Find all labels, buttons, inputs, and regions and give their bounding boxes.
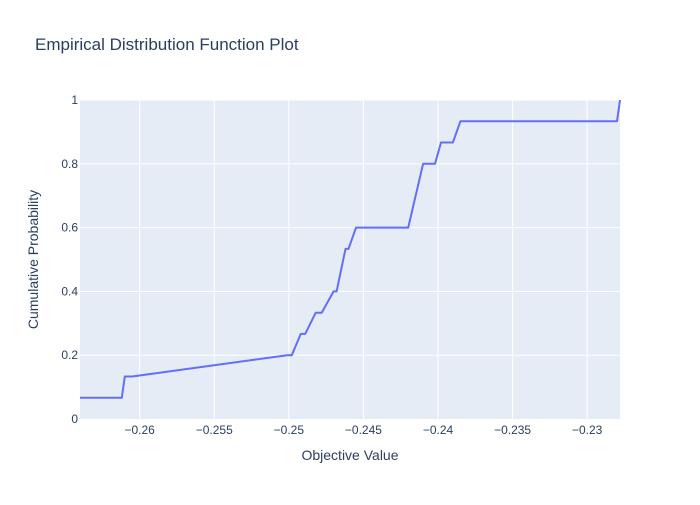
- y-tick-label: 1: [71, 93, 78, 107]
- x-tick-label: −0.245: [345, 423, 382, 437]
- tick-layer: −0.26 −0.255 −0.25 −0.245 −0.24 −0.235 −0.23 0 0…: [61, 93, 602, 437]
- x-axis-title: Objective Value: [301, 447, 398, 463]
- x-tick-label: −0.24: [423, 423, 454, 437]
- y-tick-label: 0.8: [61, 157, 78, 171]
- y-tick-label: 0.6: [61, 221, 78, 235]
- ecdf-line: [80, 99, 621, 399]
- y-tick-label: 0: [71, 412, 78, 426]
- x-tick-label: −0.255: [196, 423, 233, 437]
- y-axis-title: Cumulative Probability: [25, 190, 41, 329]
- chart-title: Empirical Distribution Function Plot: [35, 35, 299, 54]
- x-tick-label: −0.235: [494, 423, 531, 437]
- grid-layer: [80, 99, 620, 419]
- x-tick-label: −0.26: [124, 423, 155, 437]
- y-tick-label: 0.2: [61, 348, 78, 362]
- y-tick-label: 0.4: [61, 284, 78, 298]
- series-layer: [80, 99, 621, 399]
- plot-background: [80, 100, 620, 419]
- x-tick-label: −0.23: [572, 423, 603, 437]
- x-tick-label: −0.25: [274, 423, 305, 437]
